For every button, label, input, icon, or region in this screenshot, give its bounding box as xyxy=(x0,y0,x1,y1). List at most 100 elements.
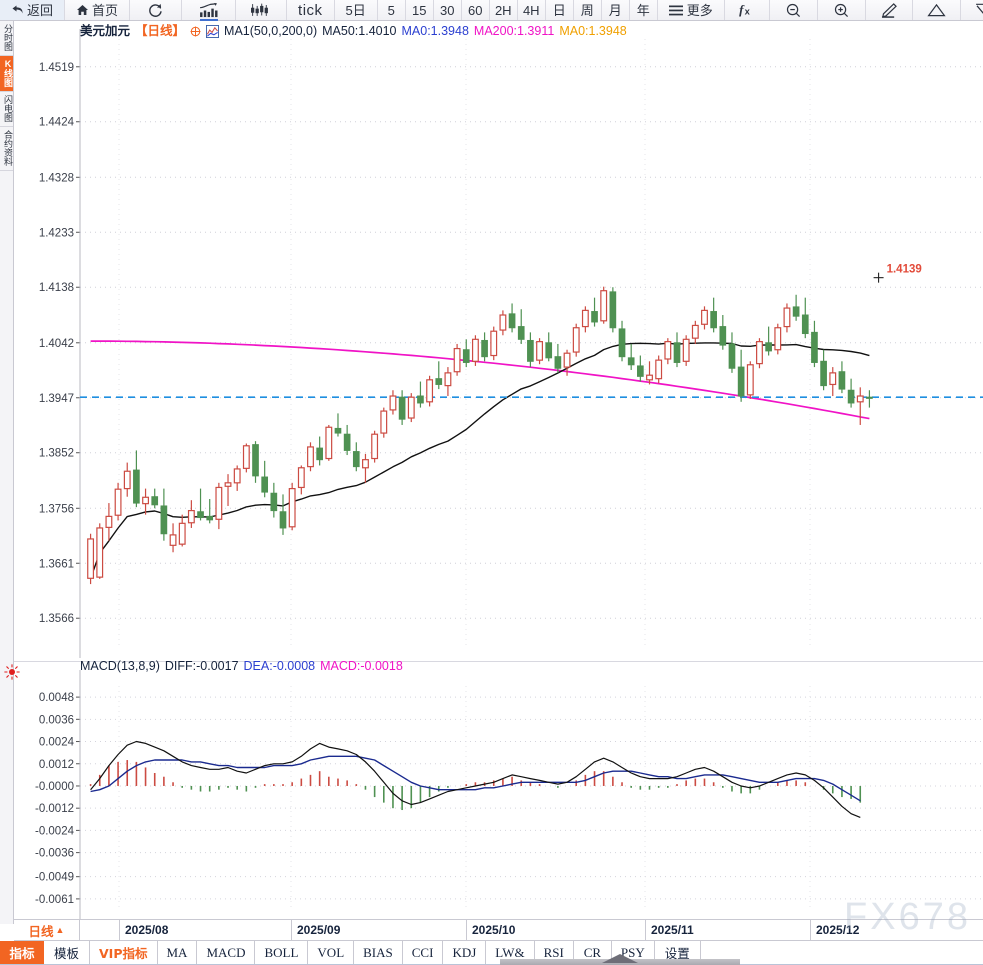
period-selector-chip[interactable]: 日线 ▲ xyxy=(14,920,80,940)
indicator-macd[interactable]: MACD xyxy=(197,941,256,964)
chart-stage: 美元加元 【日线】 MA1(50,0,200,0) MA50:1.4010 MA… xyxy=(4,21,983,925)
period-month[interactable]: 月 xyxy=(602,0,630,20)
v-shape-icon xyxy=(975,3,983,15)
indicator-settings[interactable]: 设置 xyxy=(655,941,701,964)
back-label: 返回 xyxy=(27,2,54,18)
x-label-4: 2025/12 xyxy=(816,923,860,937)
zoom-out-button[interactable] xyxy=(770,0,818,20)
x-label-1: 2025/09 xyxy=(297,923,341,937)
zoom-in-button[interactable] xyxy=(818,0,866,20)
back-button[interactable]: 返回 xyxy=(0,0,66,20)
svg-text:1.3947: 1.3947 xyxy=(39,393,74,405)
rail-item-contract-info[interactable]: 合约资料 xyxy=(0,127,13,171)
period-label: 【日线】 xyxy=(135,24,186,38)
rail-item-lightning-chart[interactable]: 闪电图 xyxy=(0,92,13,127)
x-label-0: 2025/08 xyxy=(125,923,169,937)
svg-text:0.0024: 0.0024 xyxy=(39,737,75,749)
indicator-ma[interactable]: MA xyxy=(158,941,198,964)
indicator-tab-moban[interactable]: 模板 xyxy=(44,941,90,964)
indicator-lw[interactable]: LW& xyxy=(486,941,535,964)
svg-text:1.3852: 1.3852 xyxy=(39,448,74,460)
svg-text:f: f xyxy=(739,3,745,17)
indicator-bar: 指标 模板 VIP指标 MA MACD BOLL VOL BIAS CCI KD… xyxy=(0,941,983,965)
svg-text:1.4424: 1.4424 xyxy=(39,117,75,129)
period-30[interactable]: 30 xyxy=(434,0,462,20)
svg-text:1.3566: 1.3566 xyxy=(39,613,74,625)
indicator-bar-spacer xyxy=(701,941,983,964)
period-week[interactable]: 周 xyxy=(574,0,602,20)
candlestick-icon xyxy=(251,3,268,16)
svg-text:1.3756: 1.3756 xyxy=(39,503,74,515)
svg-text:x: x xyxy=(744,7,750,17)
more-label: 更多 xyxy=(686,2,713,18)
zoom-in-icon xyxy=(834,3,848,17)
rail-item-time-chart[interactable]: 分时图 xyxy=(0,21,13,56)
bar-chart-button[interactable] xyxy=(182,0,237,20)
indicator-rsi[interactable]: RSI xyxy=(535,941,574,964)
crosshair-icon[interactable] xyxy=(190,26,201,37)
macd-hist-value: MACD:-0.0018 xyxy=(320,659,403,673)
x-label-3: 2025/11 xyxy=(651,923,694,937)
indicator-cr[interactable]: CR xyxy=(574,941,612,964)
wave-tool-button[interactable] xyxy=(961,0,983,20)
period-2h[interactable]: 2H xyxy=(490,0,518,20)
indicator-tab-vip[interactable]: VIP指标 xyxy=(90,941,158,964)
indicator-tab-zhibiao[interactable]: 指标 xyxy=(0,941,44,964)
zoom-out-icon xyxy=(786,3,800,17)
indicator-boll[interactable]: BOLL xyxy=(255,941,309,964)
macd-panel[interactable]: MACD(13,8,9) DIFF:-0.0017 DEA:-0.0008 MA… xyxy=(4,659,983,925)
ma200-value: MA200:1.3911 xyxy=(473,24,555,38)
home-label: 首页 xyxy=(92,2,119,18)
svg-text:1.4328: 1.4328 xyxy=(39,172,74,184)
macd-plot[interactable]: 0.0048 0.0036 0.0024 0.0012 -0.0000 -0.0012 -0… xyxy=(14,662,983,925)
macd-title: MACD(13,8,9) xyxy=(80,659,160,673)
svg-text:1.4138: 1.4138 xyxy=(39,282,74,294)
indicator-vol[interactable]: VOL xyxy=(308,941,355,964)
rail-item-kline-chart[interactable]: K线图 xyxy=(0,56,13,92)
ma-indicator-icon[interactable] xyxy=(206,24,220,38)
x-label-2: 2025/10 xyxy=(472,923,516,937)
price-panel[interactable]: 美元加元 【日线】 MA1(50,0,200,0) MA50:1.4010 MA… xyxy=(14,21,983,659)
ma50-value: MA50:1.4010 xyxy=(322,24,397,38)
triangle-tool-button[interactable] xyxy=(913,0,961,20)
svg-text:-0.0036: -0.0036 xyxy=(35,848,74,860)
period-chip-arrow: ▲ xyxy=(55,925,65,935)
period-day[interactable]: 日 xyxy=(546,0,574,20)
ma0-value: MA0:1.3948 xyxy=(401,24,469,38)
period-4h[interactable]: 4H xyxy=(518,0,546,20)
macd-legend: MACD(13,8,9) DIFF:-0.0017 DEA:-0.0008 MA… xyxy=(80,659,403,673)
indicator-cci[interactable]: CCI xyxy=(403,941,444,964)
period-15[interactable]: 15 xyxy=(406,0,434,20)
svg-text:1.3661: 1.3661 xyxy=(39,558,74,570)
top-toolbar: 返回 首页 xyxy=(0,0,983,21)
horizontal-scrollbar[interactable] xyxy=(500,959,740,965)
hamburger-icon xyxy=(668,5,683,15)
svg-text:0.0036: 0.0036 xyxy=(39,714,74,726)
five-day-button[interactable]: 5日 xyxy=(335,0,378,20)
period-year[interactable]: 年 xyxy=(630,0,658,20)
price-legend: 美元加元 【日线】 MA1(50,0,200,0) MA50:1.4010 MA… xyxy=(80,24,627,38)
refresh-button[interactable] xyxy=(130,0,183,20)
period-60[interactable]: 60 xyxy=(462,0,490,20)
symbol-label: 美元加元 xyxy=(80,24,131,38)
back-arrow-icon xyxy=(12,5,23,14)
svg-text:1.4233: 1.4233 xyxy=(39,227,74,239)
period-chip-label: 日线 xyxy=(28,924,54,939)
more-button[interactable]: 更多 xyxy=(658,0,725,20)
tick-button[interactable]: tick xyxy=(287,0,335,20)
sun-icon[interactable] xyxy=(4,664,20,680)
candlestick-button[interactable] xyxy=(236,0,288,20)
draw-button[interactable] xyxy=(866,0,913,20)
svg-text:-0.0024: -0.0024 xyxy=(35,825,75,837)
indicator-kdj[interactable]: KDJ xyxy=(443,941,487,964)
period-5[interactable]: 5 xyxy=(378,0,406,20)
home-button[interactable]: 首页 xyxy=(65,0,131,20)
indicator-bias[interactable]: BIAS xyxy=(354,941,403,964)
triangle-icon xyxy=(927,3,946,17)
left-rail: 分时图 K线图 闪电图 合约资料 xyxy=(0,21,14,924)
macd-dea-value: DEA:-0.0008 xyxy=(243,659,316,673)
price-candlestick-plot[interactable]: 1.4519 1.4424 1.4328 1.4233 1.4138 1.4042 1.39… xyxy=(14,21,983,659)
home-icon xyxy=(77,5,89,15)
